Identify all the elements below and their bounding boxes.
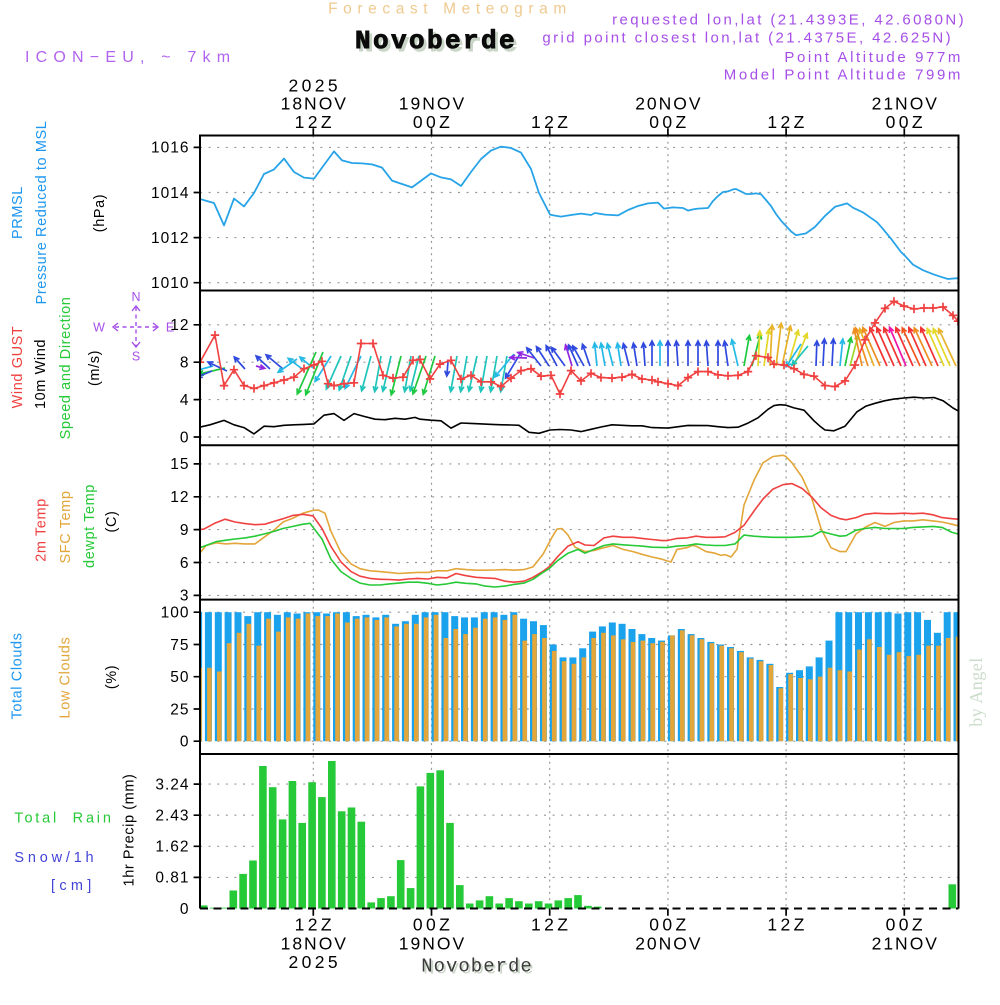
svg-text:0: 0 — [180, 429, 190, 446]
svg-text:00Z: 00Z — [886, 915, 926, 935]
svg-text:6: 6 — [180, 555, 190, 572]
svg-text:00Z: 00Z — [886, 112, 926, 132]
svg-text:9: 9 — [180, 522, 190, 539]
svg-text:2.43: 2.43 — [155, 807, 189, 824]
svg-text:18NOV: 18NOV — [281, 933, 348, 953]
svg-text:12Z: 12Z — [295, 915, 335, 935]
svg-text:0: 0 — [180, 734, 190, 751]
svg-text:W: W — [93, 321, 105, 335]
svg-text:Pressure Reduced to MSL: Pressure Reduced to MSL — [34, 121, 50, 305]
svg-text:dewpt Temp: dewpt Temp — [82, 484, 98, 568]
svg-text:0: 0 — [180, 901, 190, 918]
svg-text:1014: 1014 — [151, 185, 189, 202]
svg-text:(C): (C) — [104, 511, 120, 533]
svg-text:by Angel: by Angel — [966, 657, 986, 727]
svg-text:20NOV: 20NOV — [635, 933, 702, 953]
svg-text:15: 15 — [170, 456, 189, 473]
svg-text:4: 4 — [180, 392, 190, 409]
svg-text:25: 25 — [170, 701, 189, 718]
svg-text:12: 12 — [170, 489, 189, 506]
svg-text:(%): (%) — [104, 665, 120, 689]
svg-text:2m Temp: 2m Temp — [34, 498, 50, 562]
svg-text:2025: 2025 — [289, 952, 342, 972]
svg-text:8: 8 — [180, 355, 190, 372]
svg-text:grid point closest lon,lat (21: grid point closest lon,lat (21.4375E, 42… — [542, 30, 953, 47]
svg-text:00Z: 00Z — [649, 112, 689, 132]
svg-text:12Z: 12Z — [295, 112, 335, 132]
svg-text:75: 75 — [170, 637, 189, 654]
svg-text:Model Point Altitude 799m: Model Point Altitude 799m — [724, 67, 963, 84]
svg-text:21NOV: 21NOV — [872, 933, 939, 953]
svg-text:12Z: 12Z — [531, 915, 571, 935]
svg-text:requested lon,lat (21.4393E, 4: requested lon,lat (21.4393E, 42.6080N) — [612, 12, 966, 29]
svg-text:12Z: 12Z — [531, 112, 571, 132]
svg-text:Novoberde: Novoberde — [358, 29, 520, 59]
svg-text:S: S — [132, 350, 140, 364]
svg-text:PRMSL: PRMSL — [10, 186, 26, 239]
svg-text:[cm]: [cm] — [51, 878, 96, 894]
svg-text:00Z: 00Z — [649, 915, 689, 935]
svg-text:1012: 1012 — [151, 230, 189, 247]
svg-text:12Z: 12Z — [767, 112, 807, 132]
svg-text:00Z: 00Z — [413, 112, 453, 132]
svg-text:(hPa): (hPa) — [92, 194, 108, 232]
svg-text:Total Rain: Total Rain — [14, 811, 113, 827]
svg-text:E: E — [166, 321, 174, 335]
svg-text:Low Clouds: Low Clouds — [58, 637, 74, 719]
svg-text:Total Clouds: Total Clouds — [10, 633, 26, 720]
svg-text:21NOV: 21NOV — [872, 94, 939, 114]
svg-text:19NOV: 19NOV — [399, 94, 466, 114]
svg-text:Forecast Meteogram: Forecast Meteogram — [328, 1, 572, 18]
svg-text:50: 50 — [170, 669, 189, 686]
svg-text:3: 3 — [180, 588, 190, 605]
svg-text:Novoberde: Novoberde — [355, 26, 517, 56]
svg-text:1hr Precip (mm): 1hr Precip (mm) — [122, 774, 138, 887]
svg-text:12Z: 12Z — [767, 915, 807, 935]
svg-text:N: N — [131, 290, 140, 304]
svg-text:19NOV: 19NOV — [399, 933, 466, 953]
svg-text:1010: 1010 — [151, 275, 189, 292]
svg-text:2025: 2025 — [289, 75, 342, 95]
svg-text:Novoberde: Novoberde — [423, 958, 535, 980]
svg-text:1.62: 1.62 — [155, 839, 189, 856]
svg-text:10m Wind: 10m Wind — [33, 339, 49, 409]
svg-text:100: 100 — [161, 605, 190, 622]
svg-text:3.24: 3.24 — [155, 776, 189, 793]
svg-text:12: 12 — [170, 317, 189, 334]
svg-text:00Z: 00Z — [413, 915, 453, 935]
svg-text:20NOV: 20NOV — [635, 94, 702, 114]
svg-text:Point Altitude 977m: Point Altitude 977m — [784, 49, 963, 66]
svg-text:(m/s): (m/s) — [87, 350, 103, 386]
svg-text:SFC Temp: SFC Temp — [58, 490, 74, 563]
svg-text:0.81: 0.81 — [155, 870, 189, 887]
svg-text:Speed and Direction: Speed and Direction — [58, 297, 74, 440]
svg-text:ICON−EU, ~ 7km: ICON−EU, ~ 7km — [25, 49, 236, 66]
svg-text:Wind GUST: Wind GUST — [10, 326, 26, 409]
svg-text:1016: 1016 — [151, 140, 189, 157]
svg-text:Novoberde: Novoberde — [421, 956, 533, 978]
svg-text:Snow/1h: Snow/1h — [14, 850, 97, 866]
svg-text:18NOV: 18NOV — [281, 94, 348, 114]
